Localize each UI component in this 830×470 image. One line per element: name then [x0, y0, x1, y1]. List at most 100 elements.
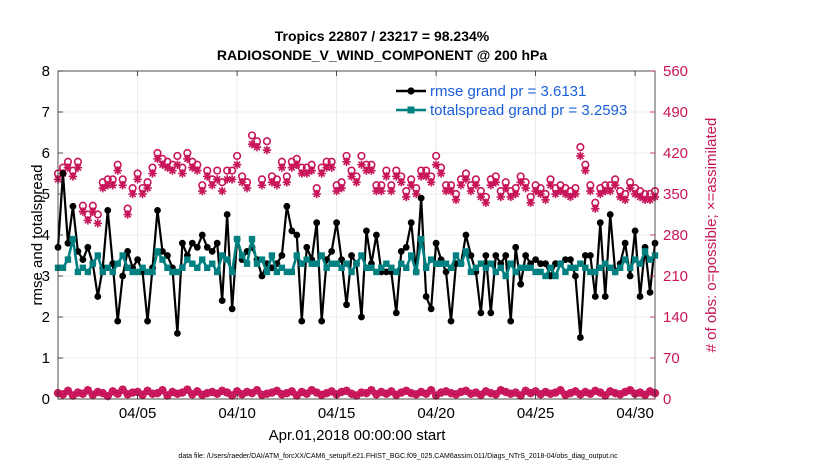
obs-assimilated-point	[620, 195, 630, 205]
spread-point	[248, 235, 256, 243]
obs-assimilated-point	[267, 178, 277, 187]
spread-point	[607, 264, 614, 271]
obs-assimilated-point	[561, 189, 570, 199]
spread-point	[323, 264, 330, 271]
obs-assimilated-point	[83, 216, 93, 225]
spread-point	[293, 252, 300, 259]
chart-title: Tropics 22807 / 23217 = 98.234%	[275, 28, 490, 44]
x-tick-label: 04/10	[218, 405, 256, 422]
obs-assimilated-point	[173, 160, 182, 169]
rmse-point	[407, 219, 415, 227]
spread-point	[457, 260, 465, 267]
spread-point	[343, 260, 350, 267]
spread-point	[432, 260, 440, 267]
spread-point	[442, 260, 450, 267]
obs-possible-point	[262, 137, 272, 146]
obs-assimilated-point	[451, 195, 461, 205]
obs-assimilated-point	[133, 175, 142, 184]
spread-point	[214, 268, 221, 276]
spread-point	[189, 260, 196, 267]
spread-point	[512, 268, 519, 276]
rmse-point	[358, 313, 365, 321]
spread-point	[348, 268, 355, 276]
spread-point	[507, 260, 514, 267]
rmse-point	[104, 207, 112, 214]
ticks: 04/05 04/10 04/15 04/20 04/25 04/30 0 1 2 3 4 5 6 7 8 0…	[42, 63, 688, 422]
spread-point	[393, 268, 400, 276]
obs-possible-point	[576, 143, 585, 152]
obs-assimilated-point	[198, 186, 207, 196]
spread-point	[169, 268, 176, 276]
rmse-point	[626, 272, 634, 280]
obs-assimilated-point	[153, 154, 162, 164]
obs-assimilated-point	[402, 192, 411, 202]
obs-assimilated-point	[436, 169, 446, 178]
spread-point	[64, 256, 72, 263]
obs-assimilated-point	[536, 189, 545, 199]
y2-axis-label: # of obs: o=possible; ×=assimilated	[703, 118, 720, 353]
rmse-point	[522, 252, 530, 259]
obs-assimilated-point	[68, 172, 78, 181]
obs-assimilated-point	[213, 175, 222, 184]
obs-assimilated-point	[625, 183, 635, 193]
x-tick-label: 04/15	[318, 405, 356, 422]
rmse-point	[228, 305, 236, 313]
rmse-point	[134, 256, 142, 263]
spread-point	[612, 268, 619, 276]
obs-low-assimilated-point	[178, 388, 187, 397]
obs-assimilated-point	[277, 163, 287, 172]
rmse-point	[164, 252, 171, 259]
spread-point	[482, 264, 490, 271]
obs-assimilated-point	[148, 169, 157, 178]
rmse-point	[293, 231, 301, 239]
legend-rmse-marker	[407, 87, 415, 95]
obs-possible-point	[223, 166, 232, 175]
spread-point	[408, 252, 415, 259]
spread-point	[313, 260, 320, 267]
rmse-point	[646, 289, 654, 296]
rmse-point	[397, 248, 405, 255]
rmse-point	[487, 309, 495, 317]
y2-tick-label: 350	[663, 186, 688, 203]
spread-point	[532, 268, 539, 276]
spread-point	[184, 256, 191, 263]
rmse-point	[621, 239, 629, 247]
spread-point	[582, 264, 589, 271]
rmse-point	[591, 293, 599, 300]
rmse-point	[268, 264, 276, 272]
obs-assimilated-point	[387, 186, 396, 196]
rmse-point	[348, 252, 355, 259]
obs-assimilated-point	[551, 189, 560, 199]
y-axis-label: rmse and totalspread	[29, 165, 46, 306]
obs-possible-point	[173, 151, 182, 161]
obs-assimilated-point	[581, 166, 590, 175]
spread-point	[437, 260, 445, 267]
rmse-point	[467, 252, 475, 259]
spread-point	[572, 264, 579, 271]
x-tick-label: 04/25	[517, 405, 555, 422]
spread-point	[383, 260, 390, 267]
rmse-point	[303, 243, 311, 251]
spread-point	[104, 264, 111, 271]
rmse-point	[258, 272, 266, 280]
spread-point	[542, 272, 549, 280]
spread-point	[174, 268, 181, 276]
x-tick-label: 04/20	[417, 405, 455, 422]
spread-point	[492, 268, 499, 276]
spread-point	[452, 252, 460, 259]
obs-assimilated-point	[576, 151, 585, 161]
spread-point	[467, 268, 475, 276]
spread-point	[368, 264, 375, 271]
rmse-point	[512, 243, 520, 251]
y-tick-label: 1	[42, 350, 50, 367]
rmse-point	[562, 256, 569, 263]
rmse-point	[178, 239, 186, 247]
obs-assimilated-point	[421, 172, 431, 181]
spread-point	[308, 260, 315, 267]
obs-possible-point	[432, 151, 441, 161]
obs-assimilated-point	[541, 195, 550, 205]
rmse-point	[343, 301, 350, 309]
obs-assimilated-point	[237, 178, 247, 187]
rmse-point	[193, 243, 201, 251]
spread-point	[626, 264, 634, 271]
